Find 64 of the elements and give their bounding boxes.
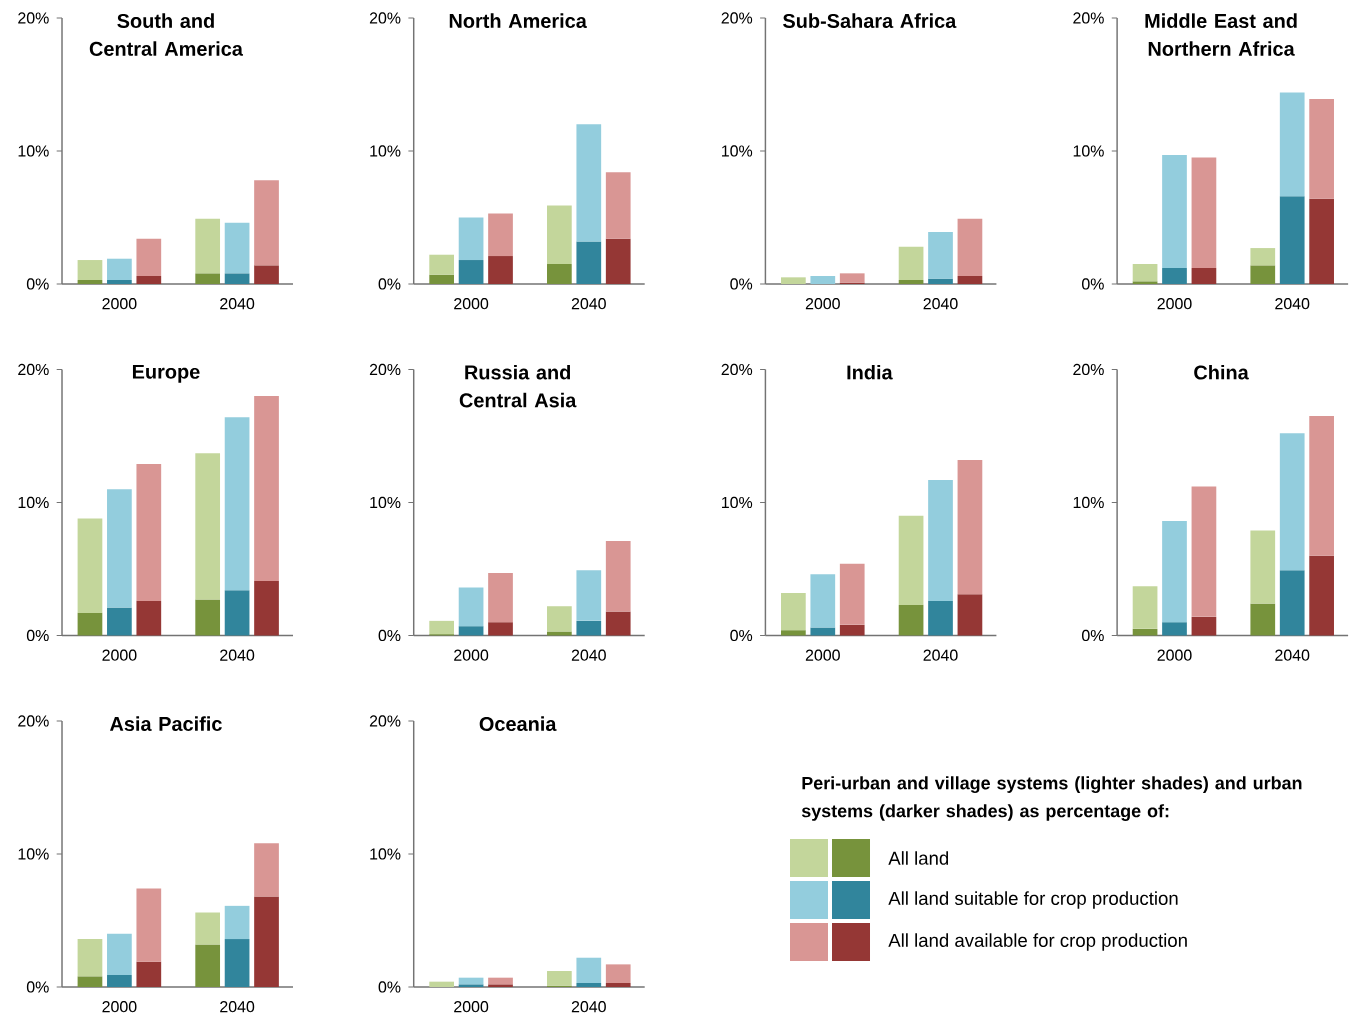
- y-tick-label: 20%: [1073, 363, 1104, 376]
- text: Peri-urban and village systems (lighter shades) and urban systems (darker shades) as percentage of:: [801, 776, 1302, 821]
- x-tick-label: 2000: [805, 298, 840, 310]
- y-tick-label: 10%: [18, 145, 49, 157]
- y-tick-label: 20%: [721, 12, 753, 24]
- chart-title: Sub-Sahara Africa: [783, 13, 957, 28]
- x-tick-label: 2000: [805, 649, 840, 661]
- x-tick-label: 2040: [1275, 298, 1310, 310]
- y-tick-label: 10%: [370, 145, 401, 157]
- x-tick-label: 2040: [923, 298, 958, 310]
- x-tick-label: 2000: [102, 1001, 137, 1013]
- y-tick-label: 0%: [26, 278, 49, 290]
- y-tick-label: 0%: [378, 278, 401, 290]
- y-tick-label: 10%: [18, 496, 49, 509]
- y-tick-label: 10%: [18, 848, 49, 860]
- x-tick-label: 2040: [571, 1001, 606, 1013]
- x-tick-label: 2040: [220, 298, 255, 310]
- y-tick-label: 10%: [722, 496, 753, 509]
- y-tick-label: 20%: [18, 715, 49, 727]
- chart-title: Europe: [132, 364, 200, 383]
- x-tick-label: 2000: [454, 649, 489, 661]
- chart-title: China: [1194, 364, 1249, 380]
- y-tick-label: 0%: [378, 629, 401, 642]
- y-tick-label: 20%: [369, 12, 401, 24]
- x-tick-label: 2000: [454, 1001, 489, 1013]
- x-tick-label: 2040: [571, 298, 606, 310]
- chart-title: Russia and Central Asia: [459, 364, 577, 408]
- y-tick-label: 0%: [26, 629, 49, 642]
- x-tick-label: 2000: [102, 649, 137, 661]
- y-tick-label: 10%: [722, 145, 753, 157]
- y-tick-label: 0%: [1082, 629, 1104, 642]
- chart-title: South and Central America: [89, 13, 244, 56]
- y-tick-label: 0%: [1082, 278, 1104, 290]
- category-label: All land available for crop production: [888, 933, 1187, 951]
- chart-title: North America: [449, 13, 587, 28]
- y-tick-label: 10%: [370, 848, 401, 860]
- chart-title: Middle East and Northern Africa: [1145, 13, 1297, 56]
- x-tick-label: 2040: [1275, 649, 1310, 661]
- y-tick-label: 10%: [1073, 496, 1104, 509]
- x-tick-label: 2040: [571, 649, 606, 661]
- chart-title: Asia Pacific: [109, 716, 222, 731]
- y-tick-label: 0%: [730, 278, 753, 290]
- y-tick-label: 20%: [369, 363, 401, 376]
- category-label: All land suitable for crop production: [888, 891, 1178, 909]
- chart-title: Oceania: [479, 716, 557, 731]
- y-tick-label: 20%: [18, 363, 49, 376]
- x-tick-label: 2000: [102, 298, 137, 310]
- y-tick-label: 10%: [370, 496, 401, 509]
- y-tick-label: 20%: [721, 363, 753, 376]
- x-tick-label: 2040: [220, 1001, 255, 1013]
- x-tick-label: 2040: [923, 649, 958, 661]
- x-tick-label: 2000: [1157, 649, 1192, 661]
- y-tick-label: 20%: [1073, 12, 1104, 24]
- y-tick-label: 0%: [378, 981, 401, 993]
- y-tick-label: 10%: [1073, 145, 1104, 157]
- category-label: All land: [888, 851, 949, 865]
- x-tick-label: 2000: [1157, 298, 1192, 310]
- y-tick-label: 0%: [26, 981, 49, 993]
- x-tick-label: 2000: [454, 298, 489, 310]
- y-tick-label: 20%: [18, 12, 49, 24]
- y-tick-label: 20%: [369, 715, 401, 727]
- x-tick-label: 2040: [220, 649, 255, 661]
- chart-title: India: [847, 364, 893, 380]
- y-tick-label: 0%: [730, 629, 753, 642]
